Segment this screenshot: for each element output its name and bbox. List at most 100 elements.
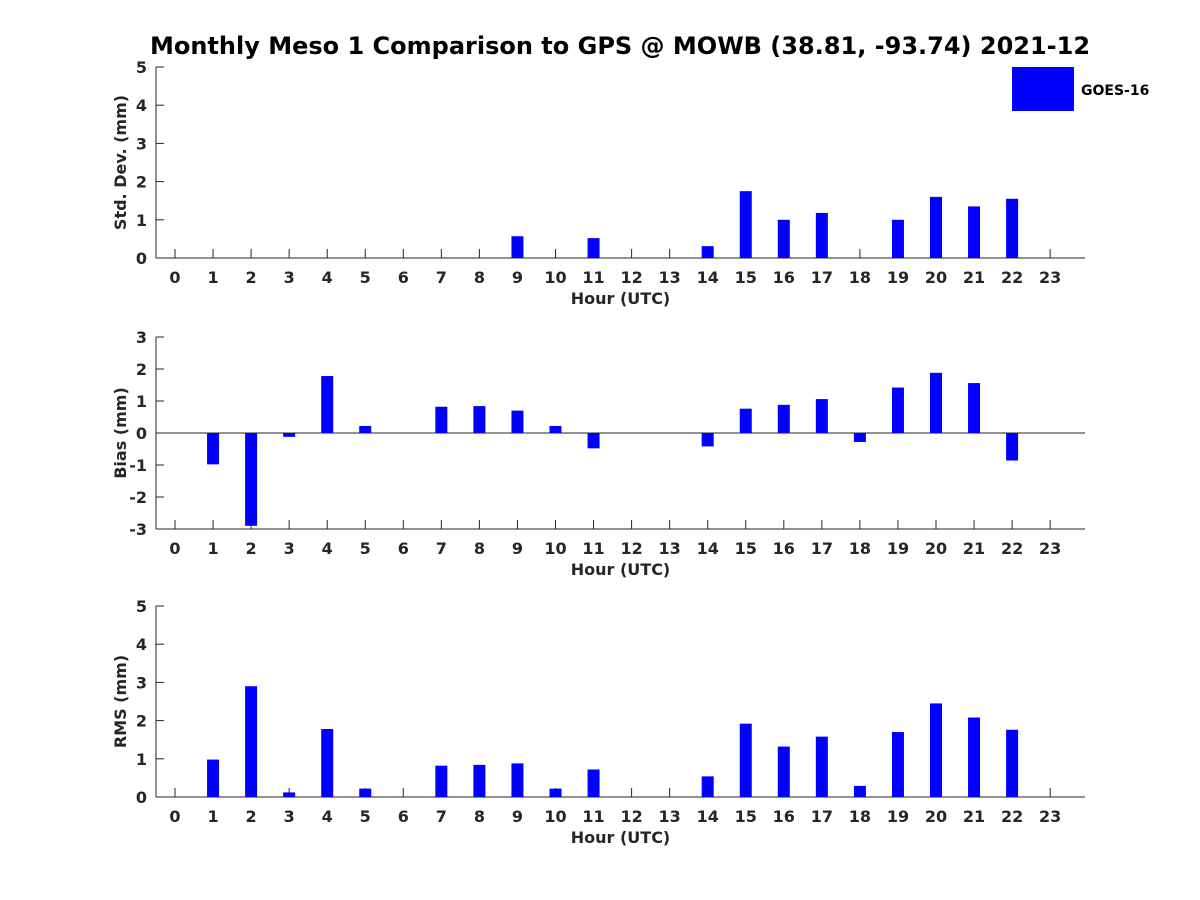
y-tick-label: 3: [136, 328, 147, 347]
bar-hour-17: [815, 736, 828, 797]
bar-hour-20: [930, 372, 942, 433]
x-tick-label: 21: [963, 539, 985, 558]
y-tick-label: 3: [136, 134, 147, 153]
bar-hour-11: [587, 433, 600, 449]
x-tick-label: 13: [659, 539, 681, 558]
x-tick-label: 16: [773, 539, 795, 558]
x-tick-label: 22: [1001, 539, 1023, 558]
bar-hour-14: [701, 246, 714, 258]
bar-hour-5: [359, 425, 372, 433]
bar-hour-20: [930, 703, 942, 797]
x-tick-label: 10: [544, 807, 566, 826]
y-tick-label: 1: [136, 211, 147, 230]
x-tick-label: 20: [925, 539, 947, 558]
legend-swatch: [1012, 67, 1074, 111]
x-tick-label: 1: [207, 268, 218, 287]
x-tick-label: 19: [887, 268, 909, 287]
legend-label: GOES-16: [1081, 83, 1149, 99]
x-tick-label: 8: [474, 539, 485, 558]
x-tick-label: 21: [963, 807, 985, 826]
x-tick-label: 12: [620, 807, 642, 826]
bar-hour-22: [1006, 198, 1019, 258]
x-axis-label: Hour (UTC): [571, 289, 671, 308]
x-tick-label: 1: [207, 807, 218, 826]
y-tick-label: 3: [136, 673, 147, 692]
x-tick-label: 8: [474, 807, 485, 826]
x-tick-label: 17: [811, 807, 833, 826]
x-tick-label: 0: [169, 268, 180, 287]
y-tick-label: 2: [136, 712, 147, 731]
y-axis-label: RMS (mm): [111, 655, 130, 748]
y-tick-label: -1: [129, 456, 147, 475]
bar-hour-3: [283, 792, 296, 797]
bar-hour-9: [511, 763, 524, 797]
x-tick-label: 21: [963, 268, 985, 287]
bar-hour-7: [435, 765, 448, 797]
bar-hour-2: [245, 686, 258, 797]
bar-hour-5: [359, 788, 372, 797]
bar-hour-16: [777, 219, 790, 258]
bar-hour-8: [473, 764, 486, 797]
bar-hour-4: [321, 729, 334, 797]
x-tick-label: 4: [322, 268, 333, 287]
x-tick-label: 1: [207, 539, 218, 558]
x-tick-label: 16: [773, 807, 795, 826]
bar-hour-19: [891, 387, 904, 433]
x-tick-label: 5: [360, 539, 371, 558]
x-tick-label: 15: [735, 539, 757, 558]
x-tick-label: 14: [697, 539, 719, 558]
bar-hour-19: [891, 732, 904, 797]
bar-hour-15: [739, 408, 752, 433]
y-tick-label: 2: [136, 360, 147, 379]
x-tick-label: 3: [284, 539, 295, 558]
bar-hour-21: [968, 383, 981, 433]
y-tick-label: 5: [136, 597, 147, 616]
x-tick-label: 2: [246, 539, 257, 558]
bar-hour-8: [473, 406, 486, 433]
y-tick-label: 1: [136, 750, 147, 769]
x-tick-label: 18: [849, 539, 871, 558]
x-tick-label: 5: [360, 807, 371, 826]
bar-hour-22: [1006, 729, 1019, 797]
y-axis-label: Std. Dev. (mm): [111, 95, 130, 230]
y-tick-label: 4: [136, 635, 147, 654]
y-tick-label: 4: [136, 96, 147, 115]
bar-hour-16: [777, 404, 790, 433]
bar-hour-21: [968, 206, 981, 258]
bar-hour-17: [815, 399, 828, 433]
x-tick-label: 23: [1039, 807, 1061, 826]
bar-hour-18: [853, 785, 866, 797]
x-tick-label: 9: [512, 539, 523, 558]
bar-hour-19: [891, 219, 904, 258]
x-tick-label: 17: [811, 268, 833, 287]
x-tick-label: 19: [887, 539, 909, 558]
x-tick-label: 6: [398, 807, 409, 826]
x-tick-label: 10: [544, 268, 566, 287]
bar-hour-22: [1006, 433, 1019, 461]
x-tick-label: 15: [735, 268, 757, 287]
bar-hour-9: [511, 410, 524, 433]
x-tick-label: 11: [582, 807, 604, 826]
x-tick-label: 6: [398, 539, 409, 558]
x-tick-label: 3: [284, 268, 295, 287]
bar-hour-21: [968, 717, 981, 797]
x-tick-label: 13: [659, 807, 681, 826]
x-tick-label: 20: [925, 268, 947, 287]
bar-hour-10: [549, 425, 562, 433]
x-tick-label: 12: [620, 268, 642, 287]
x-tick-label: 2: [246, 807, 257, 826]
x-tick-label: 18: [849, 268, 871, 287]
bar-hour-11: [587, 238, 600, 258]
y-tick-label: -2: [129, 488, 147, 507]
bar-hour-18: [853, 433, 866, 442]
x-tick-label: 15: [735, 807, 757, 826]
y-tick-label: 5: [136, 58, 147, 77]
x-axis-label: Hour (UTC): [571, 560, 671, 579]
x-tick-label: 2: [246, 268, 257, 287]
bar-hour-15: [739, 191, 752, 258]
x-axis-label: Hour (UTC): [571, 828, 671, 847]
bar-hour-2: [245, 433, 258, 526]
